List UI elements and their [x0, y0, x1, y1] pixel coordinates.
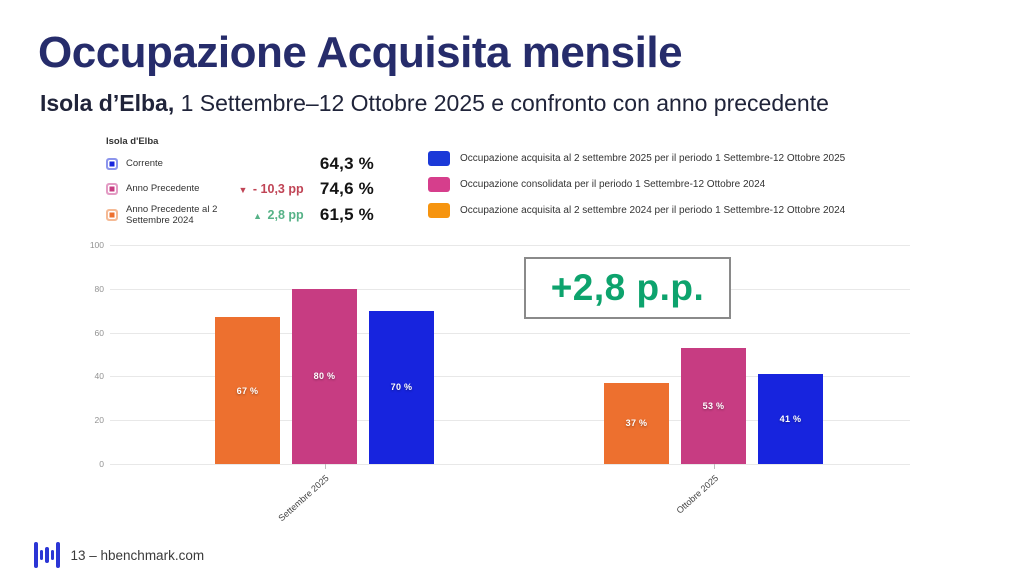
decrease-arrow-icon: ▼ — [238, 185, 248, 195]
y-axis-tick-label: 20 — [94, 415, 104, 426]
footer: 13 – hbenchmark.com — [34, 541, 204, 569]
stat-delta: ▼ - 10,3 pp — [226, 182, 304, 196]
bar-value-label: 80 % — [313, 371, 336, 382]
stat-value: 64,3 % — [319, 154, 374, 173]
subtitle-location: Isola d’Elba, — [40, 90, 175, 116]
y-axis-tick-label: 0 — [99, 459, 104, 469]
gridline — [110, 332, 910, 334]
bar: 67 % — [215, 317, 280, 464]
bar-value-label: 70 % — [390, 382, 413, 393]
gridline — [110, 420, 910, 422]
legend-label: Occupazione consolidata per il periodo 1… — [460, 178, 766, 190]
bar: 37 % — [604, 382, 669, 464]
legend-swatch-pink — [428, 176, 450, 192]
gridline — [110, 376, 910, 378]
stat-label: Corrente — [126, 158, 163, 170]
legend-label: Occupazione acquisita al 2 settembre 202… — [460, 152, 846, 164]
stat-label: Anno Precedente al 2 Settembre 2024 — [126, 204, 218, 227]
y-axis-tick-label: 100 — [89, 240, 104, 250]
annotation-text: +2,8 p.p. — [550, 267, 705, 308]
stat-row-corrente: Corrente 64,3 % — [106, 154, 374, 174]
x-axis-tick-label-text: Ottobre 2025 — [674, 473, 721, 516]
bar: 53 % — [681, 347, 746, 464]
stat-row-anno-precedente: Anno Precedente ▼ - 10,3 pp 74,6 % — [106, 179, 374, 199]
stats-heading: Isola d'Elba — [106, 136, 159, 147]
anno-precedente-al-color-swatch — [106, 209, 118, 222]
page-title: Occupazione Acquisita mensile — [38, 28, 683, 77]
stat-label: Anno Precedente — [126, 183, 200, 195]
stat-delta — [226, 157, 303, 171]
hbenchmark-logo-icon — [34, 541, 62, 569]
bar: 70 % — [369, 310, 434, 464]
bar-value-label: 67 % — [236, 385, 259, 396]
y-axis-tick-label: 60 — [94, 327, 104, 338]
legend-item: Occupazione consolidata per il periodo 1… — [428, 176, 845, 192]
bar: 41 % — [758, 374, 823, 464]
delta-value: - 10,3 pp — [252, 182, 304, 196]
bar-chart-plot-area: 0 20 40 60 80 100 67 % 80 % 70 % Settembre 2025 37… — [90, 240, 910, 523]
subtitle-period: 1 Settembre–12 Ottobre 2025 e confronto … — [174, 90, 829, 116]
legend-swatch-orange — [428, 202, 450, 218]
legend-item: Occupazione acquisita al 2 settembre 202… — [428, 202, 845, 218]
legend-label: Occupazione acquisita al 2 settembre 202… — [460, 204, 846, 216]
x-axis-tick — [713, 464, 715, 469]
stat-value: 61,5 % — [319, 205, 374, 225]
legend-swatch-blue — [428, 150, 450, 166]
y-axis-tick-label: 80 — [94, 283, 104, 294]
stat-delta: ▲ 2,8 pp — [226, 208, 304, 223]
gridline — [110, 245, 910, 246]
gridline — [110, 464, 910, 465]
x-axis-tick-label-text: Settembre 2025 — [276, 473, 332, 524]
stat-row-anno-precedente-al: Anno Precedente al 2 Settembre 2024 ▲ 2,… — [106, 204, 374, 227]
corrente-color-swatch — [106, 158, 118, 170]
anno-precedente-color-swatch — [106, 183, 118, 195]
bar-value-label: 41 % — [779, 414, 802, 425]
increase-arrow-icon: ▲ — [253, 211, 263, 222]
bar: 80 % — [292, 288, 357, 464]
y-axis-tick-label: 40 — [94, 371, 104, 382]
delta-value: 2,8 pp — [267, 208, 304, 223]
footer-page-and-site: 13 – hbenchmark.com — [70, 547, 205, 563]
stat-value: 74,6 % — [319, 179, 374, 198]
stats-panel: Isola d'Elba Corrente 64,3 % Anno Preced… — [106, 136, 374, 232]
gridline — [110, 288, 910, 290]
legend-item: Occupazione acquisita al 2 settembre 202… — [428, 150, 845, 166]
chart-legend: Occupazione acquisita al 2 settembre 202… — [428, 150, 845, 228]
page-subtitle: Isola d’Elba, 1 Settembre–12 Ottobre 202… — [40, 90, 829, 117]
x-axis-tick — [324, 464, 326, 469]
bar-value-label: 37 % — [625, 418, 648, 429]
bar-value-label: 53 % — [702, 400, 725, 411]
annotation-box: +2,8 p.p. — [524, 257, 731, 319]
